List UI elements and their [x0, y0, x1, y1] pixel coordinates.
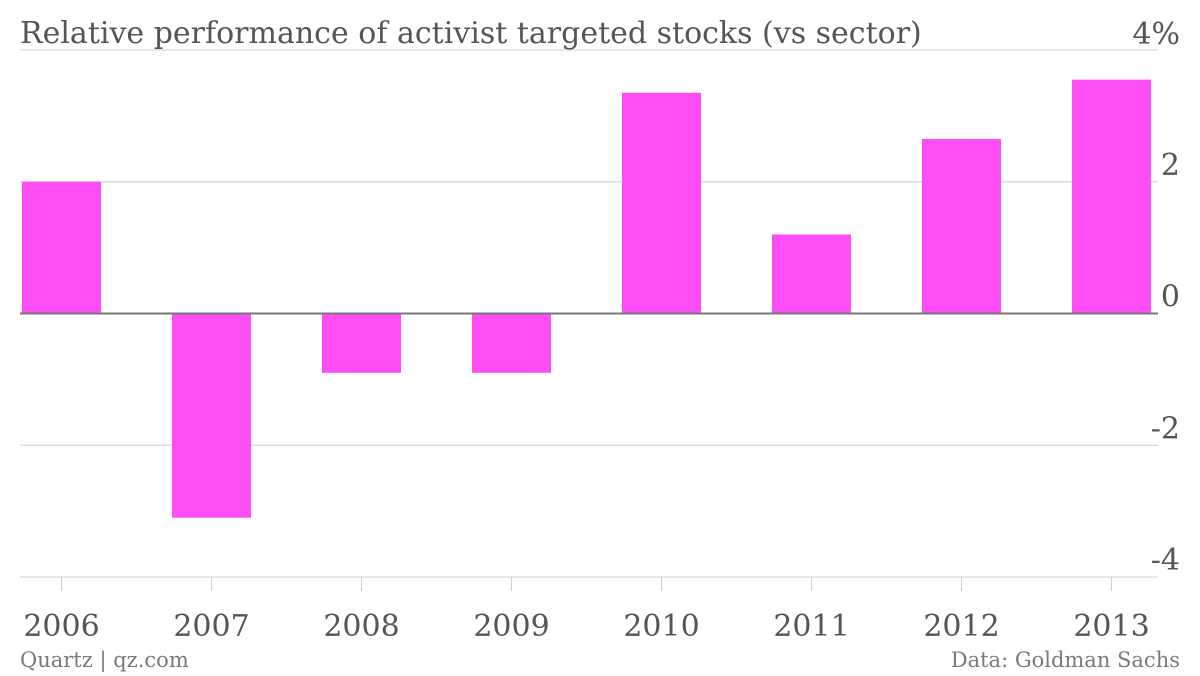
- bars: [22, 79, 1151, 518]
- x-axis-ticks: [61, 577, 1112, 591]
- bar-2013: [1072, 79, 1151, 314]
- x-tick-label-2011: 2011: [773, 609, 849, 644]
- x-tick-label-2007: 2007: [173, 609, 249, 644]
- x-tick-label-2008: 2008: [323, 609, 399, 644]
- source-credit: Quartz | qz.com: [20, 648, 189, 673]
- y-tick-label: 2: [1161, 148, 1180, 183]
- y-tick-label: -4: [1151, 543, 1180, 578]
- y-axis-labels: 4% 2 0 -2 -4: [1132, 17, 1180, 578]
- y-tick-label: 4%: [1132, 17, 1180, 52]
- bar-2010: [622, 92, 701, 314]
- data-source: Data: Goldman Sachs: [951, 648, 1180, 672]
- y-tick-label: 0: [1161, 280, 1180, 315]
- x-tick-label-2006: 2006: [23, 609, 99, 644]
- x-tick-label-2009: 2009: [473, 609, 549, 644]
- bar-2006: [22, 181, 101, 314]
- x-tick-label-2012: 2012: [923, 609, 999, 644]
- chart-title: Relative performance of activist targete…: [20, 16, 922, 51]
- y-tick-label: -2: [1151, 411, 1180, 446]
- bar-2011: [772, 234, 851, 314]
- bar-2007: [172, 313, 251, 518]
- bar-2008: [322, 313, 401, 373]
- x-axis-labels: 2006 2007 2008 2009 2010 2011 2012 2013: [23, 609, 1149, 644]
- bar-2012: [922, 138, 1001, 314]
- x-tick-label-2013: 2013: [1073, 609, 1149, 644]
- bar-2009: [472, 313, 551, 373]
- x-tick-label-2010: 2010: [623, 609, 699, 644]
